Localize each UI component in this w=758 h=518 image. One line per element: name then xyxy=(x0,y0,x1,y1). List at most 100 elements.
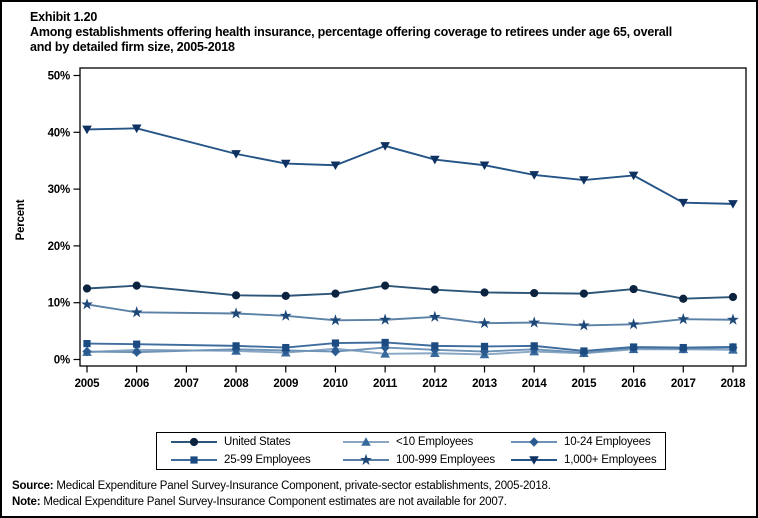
square-legend-swatch xyxy=(171,456,217,464)
data-point-marker xyxy=(628,171,639,181)
data-point-marker xyxy=(578,319,590,331)
series-25-99-employees xyxy=(83,338,737,355)
data-point-marker xyxy=(380,142,390,151)
y-axis-tick-label: 0% xyxy=(54,355,70,367)
data-point-marker xyxy=(282,343,290,352)
exhibit-number: Exhibit 1.20 xyxy=(30,10,98,24)
data-point-marker xyxy=(231,150,241,159)
data-point-marker xyxy=(132,347,142,357)
chart-canvas: 0% 10% 20% 30% 40% 50% Percent 2005 2006 2007 2008… xyxy=(15,67,747,390)
diamond-icon xyxy=(529,437,539,447)
series-100-999-employees xyxy=(81,298,739,331)
x-axis-tick-label: 2008 xyxy=(224,378,250,390)
data-point-marker xyxy=(381,338,389,347)
data-point-marker xyxy=(231,291,241,300)
note-line: Note: Medical Expenditure Panel Survey-I… xyxy=(12,494,752,510)
data-point-marker xyxy=(729,343,737,351)
data-point-marker xyxy=(728,292,738,302)
data-point-marker xyxy=(679,343,687,352)
data-point-marker xyxy=(279,309,292,321)
triangle-down-legend-swatch xyxy=(511,456,557,465)
data-point-marker xyxy=(528,316,541,328)
x-axis-tick-label: 2012 xyxy=(422,378,447,390)
legend-entry-100-999-employees: 100-999 Employees xyxy=(343,454,511,466)
data-point-marker xyxy=(629,343,638,351)
source-text: Medical Expenditure Panel Survey-Insuran… xyxy=(53,480,551,492)
data-point-marker xyxy=(530,342,538,350)
data-point-marker xyxy=(480,288,489,297)
series-line xyxy=(86,303,733,327)
y-axis-tick-label: 10% xyxy=(48,298,70,310)
x-axis-tick-label: 2009 xyxy=(273,378,298,390)
diamond-legend-swatch xyxy=(511,437,557,447)
data-point-marker xyxy=(82,346,92,357)
data-point-marker xyxy=(678,198,689,208)
data-point-marker xyxy=(82,284,92,293)
circle-legend-swatch xyxy=(171,437,217,447)
data-point-marker xyxy=(727,313,739,325)
data-point-marker xyxy=(281,291,290,300)
data-point-marker xyxy=(579,289,589,298)
data-point-marker xyxy=(629,284,638,294)
y-axis-tick-label: 20% xyxy=(48,241,70,253)
triangle-up-icon xyxy=(361,437,371,446)
data-point-marker xyxy=(280,159,291,169)
data-point-marker xyxy=(579,176,589,185)
star-legend-swatch xyxy=(343,454,389,466)
data-point-marker xyxy=(430,155,440,165)
data-point-marker xyxy=(230,307,242,319)
data-point-marker xyxy=(480,342,489,351)
data-point-marker xyxy=(529,171,540,180)
x-axis-tick-label: 2014 xyxy=(522,378,548,390)
data-point-marker xyxy=(580,347,588,355)
legend-label: <10 Employees xyxy=(396,436,473,448)
data-point-marker xyxy=(131,124,142,134)
legend-label: 10-24 Employees xyxy=(564,436,651,448)
series-united-states xyxy=(82,281,738,303)
data-point-marker xyxy=(133,340,141,348)
x-axis-tick-label: 2013 xyxy=(472,378,497,390)
note-label: Note: xyxy=(12,496,41,508)
legend-label: 25-99 Employees xyxy=(224,454,311,466)
chart-title-line-2: and by detailed firm size, 2005-2018 xyxy=(30,40,235,54)
square-icon xyxy=(190,456,198,464)
legend-entry-25-99-employees: 25-99 Employees xyxy=(171,454,343,466)
data-point-marker xyxy=(329,314,342,326)
title-block: Exhibit 1.20 Among establishments offeri… xyxy=(30,10,746,55)
x-axis-tick-label: 2005 xyxy=(75,378,101,390)
data-point-marker xyxy=(83,339,91,348)
series-line xyxy=(86,127,733,205)
x-axis-tick-label: 2015 xyxy=(572,378,598,390)
data-point-marker xyxy=(530,288,539,298)
triangle-down-icon xyxy=(529,456,539,465)
data-point-marker xyxy=(330,346,341,357)
data-point-marker xyxy=(232,342,240,350)
data-point-marker xyxy=(81,298,93,310)
chart-title-line-1: Among establishments offering health ins… xyxy=(30,25,673,39)
y-axis-tick-label: 50% xyxy=(48,71,70,83)
data-point-marker xyxy=(479,161,490,171)
legend-entry-1-000-employees: 1,000+ Employees xyxy=(511,454,661,466)
chart-area: 0% 10% 20% 30% 40% 50% Percent 2005 2006 2007 2008… xyxy=(2,60,756,405)
data-point-marker xyxy=(82,125,92,135)
footnotes: Source: Medical Expenditure Panel Survey… xyxy=(12,478,752,510)
data-point-marker xyxy=(679,294,688,303)
triangle-up-legend-swatch xyxy=(343,437,389,446)
data-point-marker xyxy=(428,310,441,322)
legend: United States <10 Employees 10-24 Employee… xyxy=(156,432,666,470)
y-axis-tick-label: 30% xyxy=(48,184,70,196)
circle-icon xyxy=(189,437,199,447)
legend-label: United States xyxy=(224,436,291,448)
data-point-marker xyxy=(677,312,690,325)
source-line: Source: Medical Expenditure Panel Survey… xyxy=(12,478,752,494)
x-axis-tick-label: 2010 xyxy=(323,378,348,390)
legend-entry-united-states: United States xyxy=(171,436,343,448)
data-point-marker xyxy=(331,339,340,347)
legend-entry-10-24-employees: 10-24 Employees xyxy=(511,436,661,448)
data-point-marker xyxy=(627,318,640,330)
x-axis-tick-label: 2007 xyxy=(174,378,199,390)
data-point-marker xyxy=(381,281,390,290)
y-axis-title: Percent xyxy=(15,199,27,240)
x-axis-tick-label: 2006 xyxy=(124,378,149,390)
star-icon xyxy=(360,454,372,466)
